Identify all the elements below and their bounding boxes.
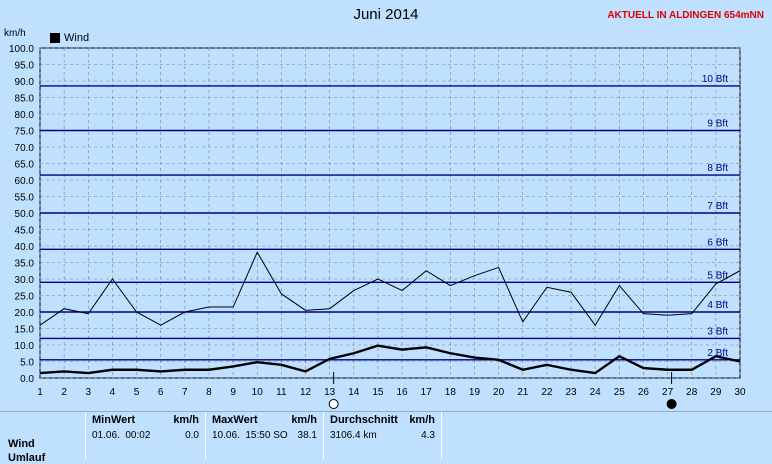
y-tick-label: 60.0 [15,176,35,187]
avg-value: 4.3 [421,430,435,441]
x-tick-label: 24 [590,387,602,398]
min-date: 01.06. [92,430,120,441]
beaufort-label: 9 Bft [707,119,728,130]
x-tick-label: 4 [110,387,116,398]
max-time: 15:50 [245,430,271,441]
wind-gust-line [39,251,741,327]
x-tick-label: 10 [252,387,264,398]
x-tick-label: 14 [348,387,360,398]
y-axis-unit: km/h [4,28,26,39]
avg-distance: 3106.4 km [330,430,377,441]
x-tick-label: 30 [734,387,746,398]
x-tick-label: 15 [372,387,384,398]
max-date: 10.06. [212,430,240,441]
y-tick-label: 0.0 [20,374,34,385]
x-tick-label: 28 [686,387,698,398]
beaufort-label: 2 Bft [707,348,728,359]
beaufort-label: 7 Bft [707,201,728,212]
x-tick-label: 26 [638,387,650,398]
y-tick-label: 95.0 [15,61,35,72]
avg-title: Durchschnitt [330,414,398,426]
max-unit: km/h [291,414,317,426]
y-tick-label: 80.0 [15,110,35,121]
min-title: MinWert [92,414,136,426]
y-tick-label: 90.0 [15,77,35,88]
legend: Wind [50,32,89,44]
x-tick-label: 18 [445,387,457,398]
y-tick-label: 75.0 [15,127,35,138]
y-tick-label: 35.0 [15,259,35,270]
y-tick-label: 20.0 [15,308,35,319]
y-tick-label: 55.0 [15,193,35,204]
station-label: AKTUELL IN ALDINGEN 654mNN [607,10,764,21]
y-tick-label: 50.0 [15,209,35,220]
x-tick-label: 29 [710,387,722,398]
x-tick-label: 6 [158,387,164,398]
wind-avg-line [39,344,741,375]
y-tick-label: 15.0 [15,325,35,336]
max-dir: SO [273,430,288,441]
y-tick-label: 45.0 [15,226,35,237]
x-tick-label: 12 [300,387,312,398]
legend-swatch [50,33,60,43]
stats-max-cell: MaxWert km/h 10.06. 15:50 SO 38.1 [206,412,324,459]
wind-chart: 0.0 5.0 10.0 15.0 20.0 25.0 30.0 35.0 40.0 45.0 50… [9,44,746,409]
stats-label-cell [0,412,86,459]
legend-label: Wind [64,32,90,44]
beaufort-label: 3 Bft [707,326,728,337]
stats-avg-cell: Durchschnitt km/h 3106.4 km 4.3 [324,412,442,459]
x-tick-label: 13 [324,387,336,398]
x-tick-label: 17 [421,387,433,398]
chart-title: Juni 2014 [353,6,419,23]
x-tick-label: 8 [206,387,212,398]
stats-row-label: Wind [8,438,35,450]
max-title: MaxWert [212,414,258,426]
y-tick-label: 30.0 [15,275,35,286]
beaufort-label: 6 Bft [707,237,728,248]
x-tick-label: 22 [541,387,553,398]
x-tick-label: 25 [614,387,626,398]
x-tick-label: 19 [469,387,481,398]
x-tick-label: 5 [134,387,140,398]
y-tick-label: 65.0 [15,160,35,171]
min-unit: km/h [173,414,199,426]
x-tick-label: 9 [230,387,236,398]
x-tick-label: 7 [182,387,188,398]
stats-row-label-2: Umlauf [8,452,46,464]
stats-table: MinWert km/h 01.06. 00:02 0.0 MaxWert km/h … [0,411,772,459]
y-tick-label: 40.0 [15,242,35,253]
x-tick-label: 20 [493,387,505,398]
min-time: 00:02 [125,430,151,441]
y-tick-label: 85.0 [15,94,35,105]
x-tick-label: 21 [517,387,529,398]
beaufort-label: 8 Bft [707,163,728,174]
x-tick-label: 1 [37,387,43,398]
y-tick-label: 100.0 [9,44,34,55]
max-value: 38.1 [297,430,317,441]
x-tick-label: 11 [276,387,287,398]
x-tick-label: 2 [61,387,67,398]
x-tick-label: 16 [397,387,409,398]
stats-min-cell: MinWert km/h 01.06. 00:02 0.0 [86,412,206,459]
beaufort-label: 5 Bft [707,270,728,281]
min-value: 0.0 [185,430,199,441]
full-moon-icon [328,399,339,409]
beaufort-label: 10 Bft [702,74,728,85]
y-tick-label: 25.0 [15,292,35,303]
avg-unit: km/h [409,414,435,426]
y-tick-label: 10.0 [15,341,35,352]
y-tick-label: 5.0 [20,358,34,369]
y-tick-label: 70.0 [15,143,35,154]
x-tick-label: 3 [85,387,91,398]
x-tick-label: 23 [565,387,577,398]
beaufort-label: 4 Bft [707,300,728,311]
new-moon-icon [666,399,677,409]
x-tick-label: 27 [662,387,674,398]
